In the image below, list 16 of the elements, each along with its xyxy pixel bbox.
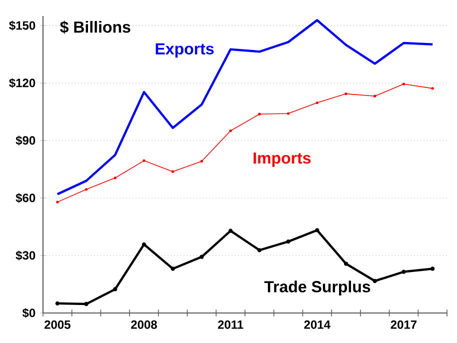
x-tick-label: 2005 (44, 320, 70, 329)
y-tick-label: $120 (9, 78, 36, 88)
y-axis-title: $ Billions (60, 20, 130, 34)
y-tick-label: $30 (16, 250, 36, 260)
y-tick-label: $90 (16, 136, 36, 146)
series-label: Trade Surplus (264, 280, 370, 296)
x-tick-label: 2014 (304, 320, 330, 329)
series-label: Imports (254, 152, 311, 167)
line-series (56, 19, 434, 196)
x-tick-label: 2008 (131, 320, 157, 329)
x-tick-label: 2011 (218, 320, 244, 329)
series-label: Exports (156, 43, 214, 58)
x-tick-label: 2017 (390, 320, 417, 329)
y-tick-label: $0 (22, 308, 36, 318)
y-tick-label: $150 (9, 20, 36, 30)
y-tick-label: $60 (16, 193, 36, 203)
